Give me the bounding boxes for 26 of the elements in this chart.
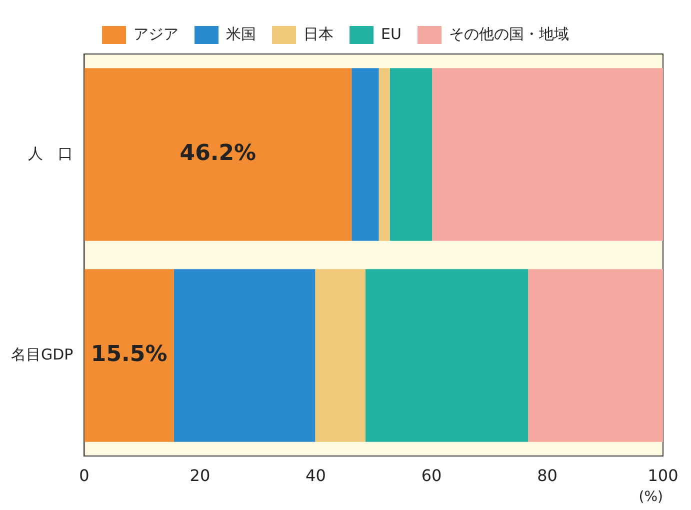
- x-tick-label: 60: [421, 466, 442, 485]
- x-tick-label: 80: [537, 466, 558, 485]
- bar: [366, 269, 528, 442]
- data-label: 46.2%: [180, 141, 256, 166]
- x-axis-title: (%): [638, 489, 663, 506]
- bar: [174, 269, 316, 442]
- legend-label: アジア: [134, 24, 179, 43]
- legend-label: 日本: [304, 24, 334, 43]
- bar: [528, 269, 663, 442]
- x-tick-label: 0: [79, 466, 90, 485]
- legend-label: EU: [381, 24, 402, 43]
- x-tick-label: 40: [306, 466, 326, 485]
- x-tick-label: 100: [648, 466, 678, 485]
- bar: [378, 68, 390, 241]
- legend-label: 米国: [226, 24, 256, 43]
- legend-label: その他の国・地域: [448, 24, 569, 43]
- bar: [352, 68, 379, 241]
- data-label: 15.5%: [90, 342, 168, 368]
- bar: [390, 68, 432, 241]
- y-tick-label: 名目GDP: [10, 345, 74, 364]
- bar: [84, 269, 174, 442]
- x-tick-label: 20: [190, 466, 210, 485]
- bar: [432, 68, 663, 241]
- y-tick-label: 人 口: [28, 144, 74, 162]
- bar: [84, 68, 352, 241]
- bar: [315, 269, 366, 442]
